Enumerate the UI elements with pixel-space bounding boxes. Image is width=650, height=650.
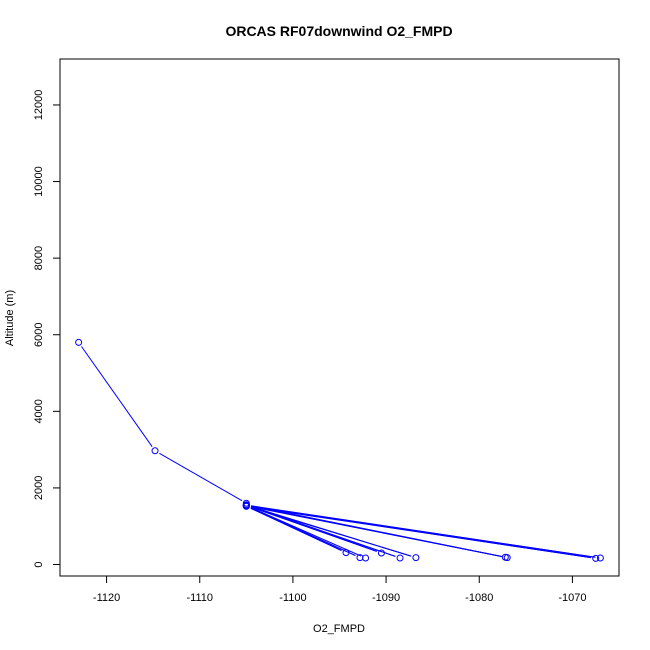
chart-title: ORCAS RF07downwind O2_FMPD — [225, 23, 452, 39]
data-point — [75, 338, 83, 346]
plot-frame — [59, 58, 620, 577]
y-tick-label: 6000 — [33, 322, 45, 346]
data-point — [503, 554, 511, 562]
series-segment — [159, 452, 243, 502]
series-segment — [250, 506, 412, 557]
series-segment — [251, 505, 596, 558]
y-tick-label: 8000 — [33, 246, 45, 270]
data-point — [342, 549, 350, 557]
y-tick-label: 0 — [33, 561, 45, 567]
y-axis-label: Altitude (m) — [4, 290, 16, 346]
y-tick-label: 4000 — [33, 399, 45, 423]
data-series — [75, 338, 604, 562]
data-point — [362, 554, 370, 562]
x-tick-label: -1070 — [558, 592, 586, 604]
series-segment — [250, 507, 362, 557]
data-point — [592, 554, 600, 562]
data-point — [596, 554, 604, 562]
data-point — [242, 502, 250, 510]
series-segment — [81, 346, 153, 447]
data-point — [151, 447, 159, 455]
x-axis: -1120 -1110 -1100 -1090 -1080 -1070 — [93, 575, 586, 604]
series-segment — [251, 505, 503, 558]
x-axis-label: O2_FMPD — [313, 623, 365, 635]
y-axis: 0 2000 4000 6000 8000 10000 12000 — [33, 90, 61, 568]
x-tick-label: -1080 — [465, 592, 493, 604]
x-tick-label: -1120 — [93, 592, 120, 604]
data-point — [377, 549, 385, 557]
y-tick-label: 10000 — [33, 166, 45, 197]
data-point — [396, 554, 404, 562]
data-point — [412, 554, 420, 562]
y-tick-label: 2000 — [33, 476, 45, 500]
x-tick-label: -1090 — [372, 592, 400, 604]
x-tick-label: -1110 — [186, 592, 213, 604]
y-tick-label: 12000 — [33, 90, 45, 121]
x-tick-label: -1100 — [279, 592, 306, 604]
